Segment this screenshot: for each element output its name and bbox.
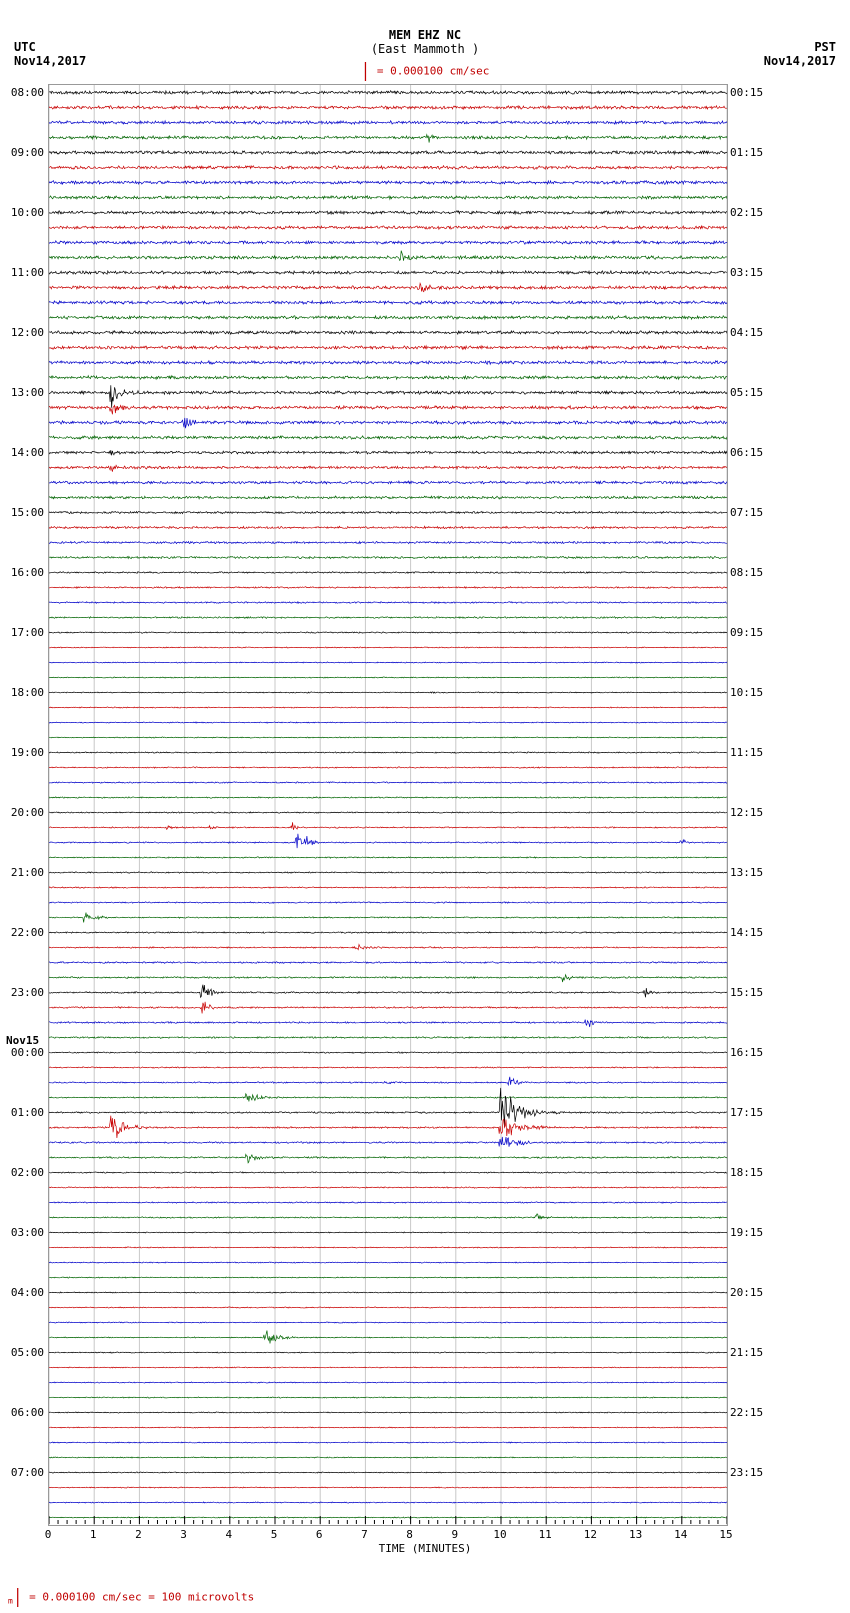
left-time-label: 13:00: [4, 386, 44, 399]
left-time-label: 21:00: [4, 866, 44, 879]
x-tick-label: 8: [400, 1528, 420, 1541]
right-time-label: 22:15: [730, 1406, 763, 1419]
right-time-label: 13:15: [730, 866, 763, 879]
left-time-label: 09:00: [4, 146, 44, 159]
right-time-label: 01:15: [730, 146, 763, 159]
right-time-label: 23:15: [730, 1466, 763, 1479]
x-axis-title: TIME (MINUTES): [0, 1542, 850, 1555]
left-time-label: 05:00: [4, 1346, 44, 1359]
right-time-label: 02:15: [730, 206, 763, 219]
left-time-label: 17:00: [4, 626, 44, 639]
right-time-label: 10:15: [730, 686, 763, 699]
seismogram-plot: [48, 84, 728, 1526]
x-tick-label: 1: [83, 1528, 103, 1541]
left-time-label: 08:00: [4, 86, 44, 99]
left-time-label: 10:00: [4, 206, 44, 219]
right-time-label: 05:15: [730, 386, 763, 399]
left-time-label: 11:00: [4, 266, 44, 279]
scale-bar: │ = 0.000100 cm/sec: [0, 62, 850, 81]
x-tick-label: 6: [309, 1528, 329, 1541]
right-time-label: 09:15: [730, 626, 763, 639]
right-time-label: 20:15: [730, 1286, 763, 1299]
x-tick-label: 12: [580, 1528, 600, 1541]
station-name: (East Mammoth ): [0, 42, 850, 56]
left-time-label: 07:00: [4, 1466, 44, 1479]
right-time-label: 18:15: [730, 1166, 763, 1179]
x-tick-label: 2: [128, 1528, 148, 1541]
right-time-label: 00:15: [730, 86, 763, 99]
left-time-label: 00:00: [4, 1046, 44, 1059]
left-time-label: 15:00: [4, 506, 44, 519]
right-time-label: 21:15: [730, 1346, 763, 1359]
left-time-label: 16:00: [4, 566, 44, 579]
left-time-label: 23:00: [4, 986, 44, 999]
scale-text: = 0.000100 cm/sec: [377, 65, 490, 78]
right-time-label: 03:15: [730, 266, 763, 279]
date-right: Nov14,2017: [764, 54, 836, 68]
left-time-label: 04:00: [4, 1286, 44, 1299]
timezone-left: UTC: [14, 40, 36, 54]
x-tick-label: 4: [219, 1528, 239, 1541]
footer-scale: m│ = 0.000100 cm/sec = 100 microvolts: [8, 1588, 254, 1607]
right-time-label: 04:15: [730, 326, 763, 339]
right-time-label: 14:15: [730, 926, 763, 939]
nov15-label: Nov15: [6, 1034, 39, 1047]
left-time-label: 19:00: [4, 746, 44, 759]
left-time-label: 22:00: [4, 926, 44, 939]
right-time-label: 11:15: [730, 746, 763, 759]
left-time-label: 20:00: [4, 806, 44, 819]
left-time-label: 12:00: [4, 326, 44, 339]
left-time-label: 02:00: [4, 1166, 44, 1179]
right-time-label: 08:15: [730, 566, 763, 579]
date-left: Nov14,2017: [14, 54, 86, 68]
x-tick-label: 5: [264, 1528, 284, 1541]
right-time-label: 17:15: [730, 1106, 763, 1119]
x-tick-label: 14: [671, 1528, 691, 1541]
x-tick-label: 10: [490, 1528, 510, 1541]
right-time-label: 19:15: [730, 1226, 763, 1239]
x-tick-label: 3: [174, 1528, 194, 1541]
station-code: MEM EHZ NC: [0, 28, 850, 42]
timezone-right: PST: [814, 40, 836, 54]
seismogram-container: MEM EHZ NC (East Mammoth ) │ = 0.000100 …: [0, 0, 850, 1613]
x-tick-label: 0: [38, 1528, 58, 1541]
x-tick-label: 11: [535, 1528, 555, 1541]
x-tick-label: 13: [626, 1528, 646, 1541]
right-time-label: 07:15: [730, 506, 763, 519]
x-tick-label: 7: [354, 1528, 374, 1541]
left-time-label: 01:00: [4, 1106, 44, 1119]
left-time-label: 18:00: [4, 686, 44, 699]
right-time-label: 06:15: [730, 446, 763, 459]
right-time-label: 12:15: [730, 806, 763, 819]
left-time-label: 06:00: [4, 1406, 44, 1419]
footer-text: = 0.000100 cm/sec = 100 microvolts: [29, 1591, 254, 1604]
left-time-label: 03:00: [4, 1226, 44, 1239]
x-tick-label: 9: [445, 1528, 465, 1541]
right-time-label: 15:15: [730, 986, 763, 999]
left-time-label: 14:00: [4, 446, 44, 459]
right-time-label: 16:15: [730, 1046, 763, 1059]
x-tick-label: 15: [716, 1528, 736, 1541]
